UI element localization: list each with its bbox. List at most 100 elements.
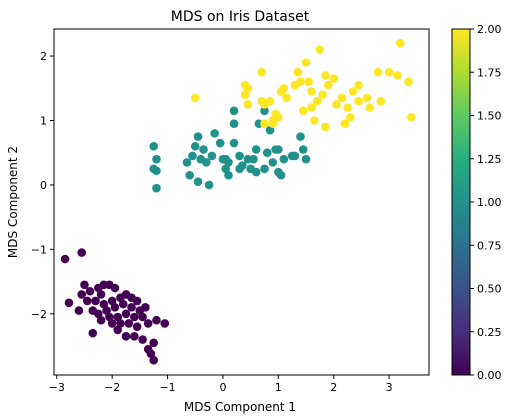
data-point-class-0 — [102, 306, 111, 315]
data-point-class-2 — [310, 116, 319, 125]
data-point-class-0 — [141, 303, 150, 312]
colorbar-tick-label: 1.25 — [477, 153, 502, 166]
data-point-class-0 — [96, 315, 106, 325]
data-point-class-1 — [202, 158, 211, 167]
data-point-class-2 — [279, 83, 289, 93]
data-point-class-2 — [340, 119, 350, 129]
data-point-class-2 — [384, 67, 394, 77]
data-point-class-1 — [152, 154, 161, 164]
y-axis-label: MDS Component 2 — [6, 146, 20, 258]
data-point-class-1 — [152, 166, 161, 176]
data-point-class-1 — [251, 145, 261, 154]
data-point-class-1 — [152, 183, 161, 193]
data-point-class-0 — [149, 355, 158, 365]
data-point-class-2 — [343, 103, 352, 112]
data-point-class-0 — [77, 248, 86, 257]
data-point-class-0 — [116, 293, 125, 302]
data-point-class-1 — [298, 145, 308, 154]
data-point-class-2 — [307, 103, 316, 112]
x-tick-label: 0 — [219, 381, 226, 394]
data-point-class-1 — [229, 138, 239, 148]
data-point-class-1 — [260, 164, 269, 174]
colorbar-tick-label: 0.00 — [477, 369, 502, 382]
data-point-class-1 — [271, 145, 280, 154]
data-point-class-1 — [260, 106, 269, 116]
data-point-class-0 — [74, 306, 84, 315]
data-point-class-0 — [96, 290, 106, 299]
data-point-class-2 — [346, 112, 355, 122]
data-point-class-2 — [318, 90, 327, 100]
x-tick-label: 3 — [386, 381, 393, 394]
data-point-class-1 — [238, 161, 247, 170]
data-point-class-2 — [243, 100, 253, 109]
data-point-class-1 — [279, 154, 289, 164]
data-point-class-1 — [229, 106, 239, 116]
data-point-class-2 — [395, 38, 405, 48]
data-point-class-0 — [85, 286, 95, 296]
colorbar-tick-label: 2.00 — [477, 23, 502, 36]
data-point-class-0 — [91, 296, 100, 306]
colorbar-tick-label: 1.50 — [477, 110, 502, 123]
data-point-class-2 — [321, 71, 330, 80]
points-layer — [60, 38, 416, 365]
data-point-class-1 — [204, 180, 214, 190]
x-tick-label: 1 — [275, 381, 282, 394]
data-point-class-0 — [124, 319, 134, 328]
data-point-class-1 — [218, 154, 228, 164]
data-point-class-2 — [393, 71, 402, 80]
data-point-class-2 — [296, 77, 305, 87]
data-point-class-2 — [362, 93, 372, 103]
data-point-class-0 — [77, 290, 86, 299]
data-point-class-2 — [329, 74, 339, 83]
data-point-class-0 — [130, 312, 139, 322]
data-point-class-0 — [121, 332, 131, 341]
plot-frame — [53, 28, 430, 376]
data-point-class-0 — [94, 309, 103, 319]
data-point-class-0 — [64, 298, 74, 308]
data-point-class-2 — [337, 93, 347, 103]
data-point-class-0 — [99, 280, 109, 290]
data-point-class-2 — [376, 96, 386, 106]
data-point-class-1 — [199, 145, 208, 154]
data-point-class-1 — [185, 170, 195, 180]
data-point-class-0 — [143, 319, 153, 328]
colorbar-tick-label: 0.50 — [477, 283, 502, 296]
data-point-class-1 — [193, 177, 203, 186]
data-point-class-0 — [105, 312, 114, 322]
data-point-class-1 — [265, 125, 275, 135]
data-point-class-1 — [193, 132, 203, 141]
data-point-class-0 — [132, 322, 142, 331]
data-point-class-1 — [215, 138, 225, 148]
data-point-class-1 — [149, 141, 158, 151]
data-point-class-1 — [182, 158, 192, 167]
data-point-class-1 — [290, 151, 300, 161]
data-point-class-2 — [404, 77, 413, 87]
x-axis: −3 −2 −1 0 1 2 3 — [49, 375, 393, 394]
data-point-class-0 — [82, 296, 92, 306]
data-point-class-0 — [160, 319, 170, 328]
data-point-class-1 — [221, 164, 231, 174]
colorbar-ticks: 0.00 0.25 0.50 0.75 1.00 1.25 1.50 1.75 2.00 — [470, 23, 502, 382]
data-point-class-2 — [332, 100, 341, 109]
data-point-class-2 — [298, 106, 308, 116]
data-point-class-2 — [365, 103, 375, 112]
data-point-class-0 — [130, 332, 139, 341]
data-point-class-2 — [240, 80, 250, 90]
data-point-class-0 — [110, 303, 120, 312]
data-point-class-2 — [282, 93, 291, 103]
data-point-class-1 — [296, 132, 305, 141]
data-point-class-1 — [224, 170, 233, 180]
data-point-class-0 — [152, 315, 161, 325]
data-point-class-2 — [240, 90, 250, 100]
data-point-class-0 — [113, 325, 122, 335]
data-point-class-2 — [323, 80, 333, 90]
data-point-class-2 — [265, 96, 275, 106]
data-point-class-1 — [301, 154, 311, 164]
data-point-class-2 — [301, 58, 311, 67]
data-point-class-0 — [110, 283, 120, 293]
data-point-class-1 — [229, 119, 239, 129]
data-point-class-2 — [293, 67, 303, 77]
data-point-class-1 — [249, 154, 258, 164]
x-tick-label: 2 — [330, 381, 337, 394]
